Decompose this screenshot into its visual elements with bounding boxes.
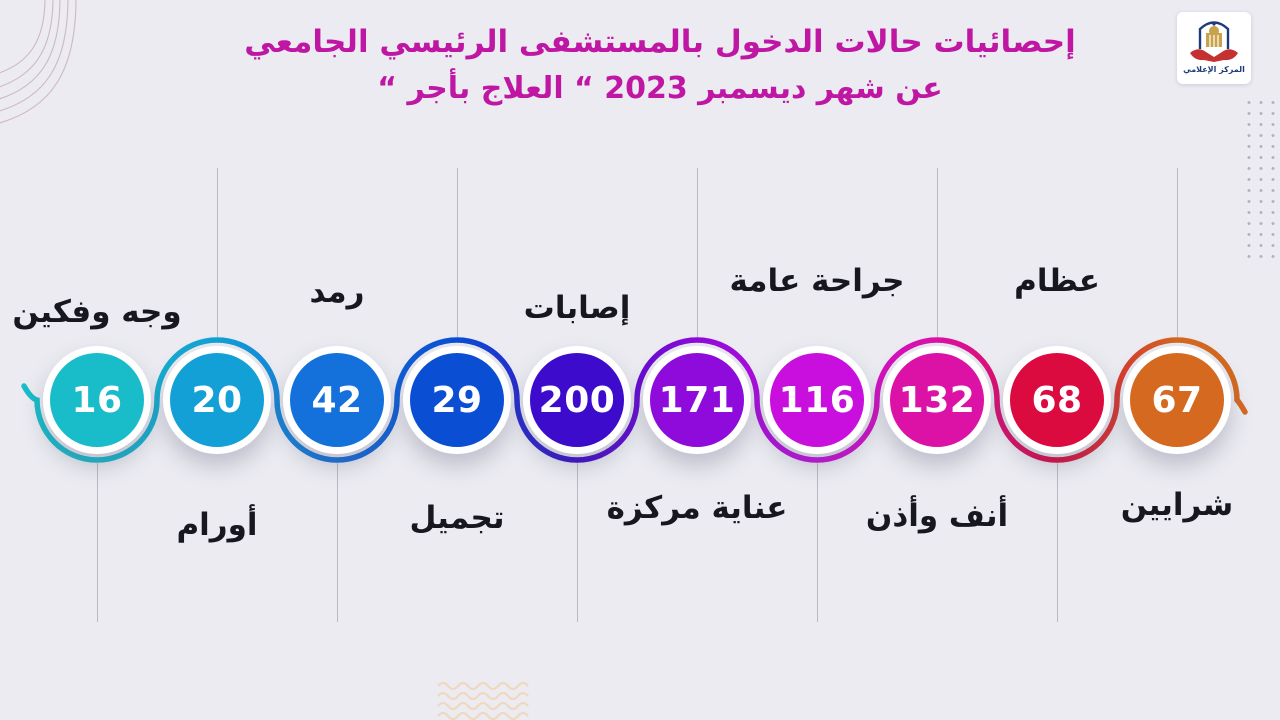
category-circle: 20	[163, 346, 271, 454]
category-label: أنف وأذن	[865, 498, 1009, 534]
media-center-logo: المركز الإعلامي	[1177, 12, 1251, 84]
category-circle: 29	[403, 346, 511, 454]
category-label: عظام	[1014, 263, 1100, 299]
category-circle: 68	[1003, 346, 1111, 454]
logo-emblem-icon	[1190, 21, 1238, 62]
timeline-wave-path	[21, 337, 1248, 463]
logo-caption: المركز الإعلامي	[1183, 65, 1245, 74]
category-label: جراحة عامة	[729, 263, 905, 299]
category-circle: 171	[643, 346, 751, 454]
category-circle: 67	[1123, 346, 1231, 454]
category-value: 67	[1151, 379, 1203, 421]
category-value: 16	[71, 379, 123, 421]
connector-line	[336, 463, 338, 622]
category-value: 68	[1031, 379, 1083, 421]
connector-line	[216, 168, 218, 337]
category-value: 42	[311, 379, 363, 421]
category-circle: 16	[43, 346, 151, 454]
category-label: عناية مركزة	[606, 490, 788, 526]
category-label: تجميل	[409, 500, 505, 536]
connector-line	[936, 168, 938, 337]
category-value: 132	[898, 379, 976, 421]
category-circle: 116	[763, 346, 871, 454]
category-label: إصابات	[523, 290, 631, 326]
connector-line	[816, 463, 818, 622]
connector-line	[1176, 168, 1178, 337]
category-circle: 200	[523, 346, 631, 454]
connector-line	[696, 168, 698, 337]
connector-line	[456, 168, 458, 337]
category-label: وجه وفكين	[12, 294, 182, 330]
page-title: إحصائيات حالات الدخول بالمستشفى الرئيسي …	[40, 18, 1280, 112]
category-value: 171	[658, 379, 736, 421]
category-circle: 42	[283, 346, 391, 454]
category-label: أورام	[176, 507, 258, 543]
category-label: رمد	[309, 274, 365, 310]
page-title-line2: عن شهر ديسمبر 2023 “ العلاج بأجر “	[377, 71, 943, 106]
category-value: 20	[191, 379, 243, 421]
page-title-line1: إحصائيات حالات الدخول بالمستشفى الرئيسي …	[244, 24, 1076, 60]
category-circle: 132	[883, 346, 991, 454]
category-label: شرايين	[1120, 487, 1234, 523]
zigzag-icon	[437, 681, 529, 720]
dot-grid-icon	[1243, 97, 1280, 261]
connector-line	[96, 463, 98, 622]
corner-curves-icon	[0, 0, 77, 124]
category-value: 200	[538, 379, 616, 421]
connector-line	[1056, 463, 1058, 622]
category-value: 29	[431, 379, 483, 421]
connector-line	[576, 463, 578, 622]
category-value: 116	[778, 379, 856, 421]
